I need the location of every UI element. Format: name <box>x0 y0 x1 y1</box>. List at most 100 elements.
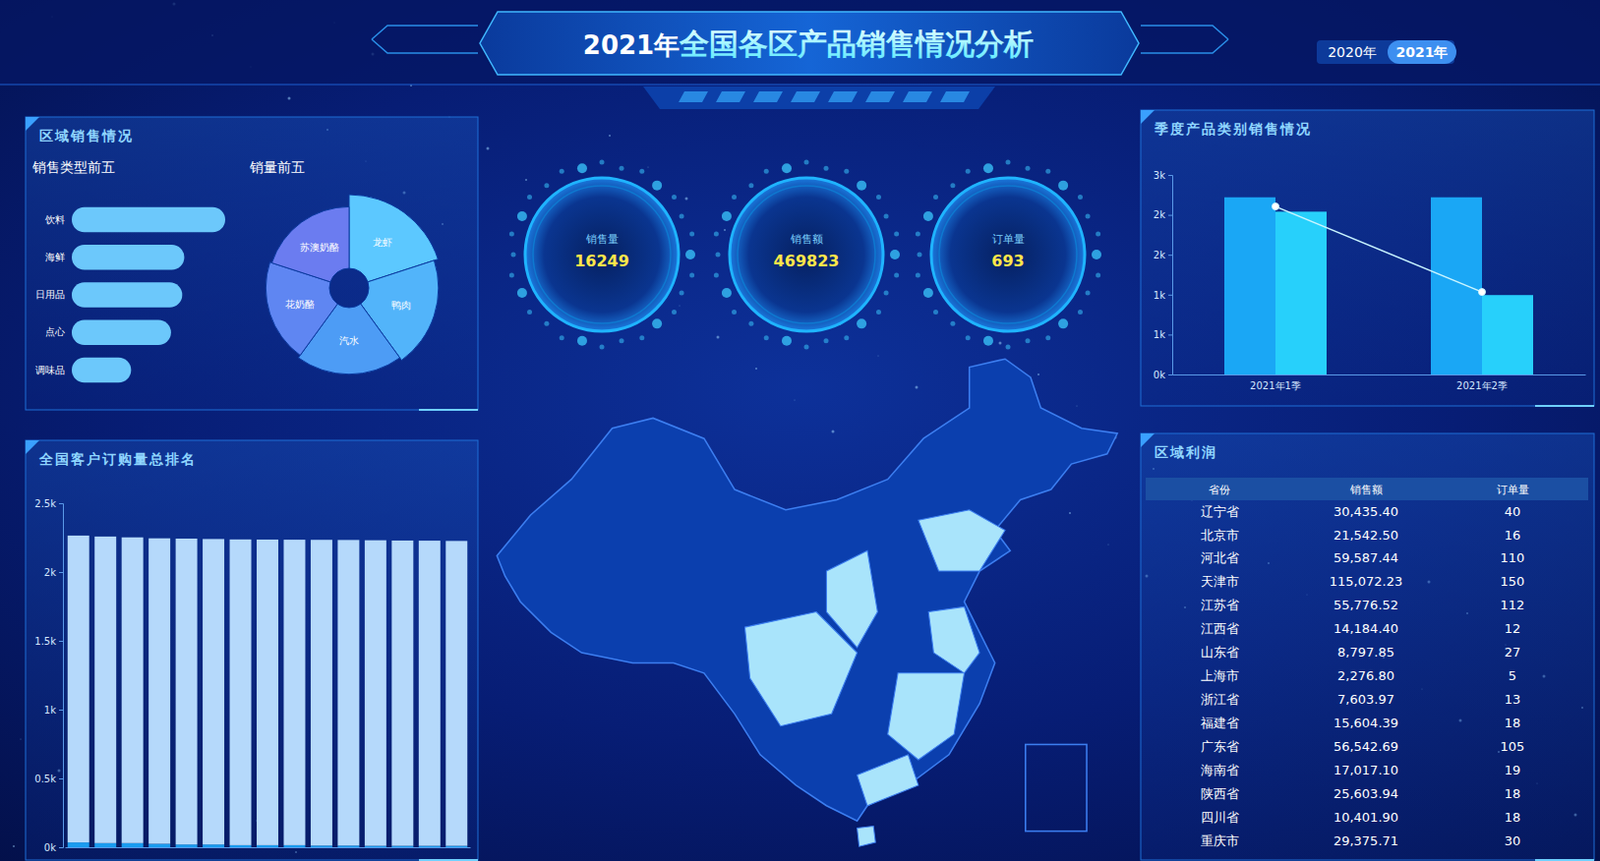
kpi-dot <box>577 336 588 347</box>
table-cell: 山东省 <box>1200 645 1240 660</box>
table-cell: 18 <box>1504 810 1522 826</box>
kpi-dot <box>917 252 923 258</box>
table-cell: 江西省 <box>1200 621 1240 637</box>
table-cell: 8,797.85 <box>1337 645 1395 660</box>
background <box>0 0 1600 861</box>
map-island <box>857 826 877 847</box>
bar <box>310 539 333 846</box>
header-tab-bar <box>790 91 821 103</box>
table-cell: 北京市 <box>1200 528 1240 543</box>
kpi-label: 销售额 <box>789 233 824 246</box>
bar <box>283 845 305 848</box>
panel-glow <box>1535 405 1595 408</box>
kpi-dot <box>949 321 955 327</box>
kpi-dot <box>843 335 849 341</box>
table-cell: 江苏省 <box>1200 597 1240 613</box>
year-switch: 2020年 2021年 <box>1316 40 1457 64</box>
year-button[interactable]: 2020年 <box>1327 44 1377 60</box>
kpi-dot <box>713 232 719 238</box>
marker <box>1272 203 1280 211</box>
kpi-dot <box>804 160 810 166</box>
bar <box>364 846 387 848</box>
slice-label: 苏澳奶酪 <box>299 241 340 253</box>
tick-mark <box>59 710 63 712</box>
subtitle: 销售类型前五 <box>31 159 116 176</box>
kpi-dot <box>559 169 565 175</box>
table-cell: 上海市 <box>1200 668 1240 684</box>
slice-label: 汽水 <box>339 335 359 347</box>
panel-glow <box>1535 859 1595 861</box>
kpi-dot <box>856 318 867 329</box>
star <box>716 336 720 340</box>
table-header: 销售额 <box>1349 483 1383 497</box>
bar <box>202 538 225 845</box>
axis-line <box>1168 176 1174 376</box>
kpi-dot <box>685 249 696 260</box>
tick-label: 海鲜 <box>45 251 65 263</box>
bar <box>445 540 468 846</box>
star <box>679 305 681 307</box>
tick-label: 调味品 <box>35 364 65 376</box>
title-text: 全国各区产品销售情况分析 <box>678 26 1034 61</box>
kpi-dot <box>876 309 882 315</box>
kpi-dot <box>689 272 695 278</box>
table-cell: 广东省 <box>1200 739 1240 755</box>
dashboard: 2021年全国各区产品销售情况分析2020年2021年区域销售情况销售类型前五饮… <box>0 0 1600 861</box>
plot <box>67 535 469 848</box>
tick-label: 1k <box>1153 290 1166 301</box>
panel-glow <box>418 409 478 412</box>
kpi: 销售量16249 <box>509 160 696 351</box>
year-button-active[interactable] <box>1387 40 1457 64</box>
star <box>608 134 611 137</box>
bar <box>283 539 305 846</box>
star <box>525 178 528 181</box>
bar <box>230 845 252 848</box>
year-button[interactable]: 2021年 <box>1396 44 1449 60</box>
tick: 1k <box>44 705 63 716</box>
tick-label: 点心 <box>45 326 65 338</box>
bar <box>337 845 359 848</box>
kpi-dot <box>1045 169 1051 175</box>
kpi-dot <box>1058 180 1068 191</box>
bar <box>418 846 441 848</box>
kpi-dot <box>1006 160 1011 166</box>
bar <box>176 844 198 848</box>
bar <box>67 842 90 848</box>
kpi-inner-ring <box>737 185 876 324</box>
table-header-bg <box>1145 477 1589 501</box>
panel-title: 区域利润 <box>1154 444 1218 461</box>
tick-label: 0.5k <box>34 773 57 785</box>
bar <box>71 244 184 271</box>
kpi-dot <box>949 182 955 188</box>
tick: 调味品 <box>35 364 65 376</box>
y-axis: 饮料海鲜日用品点心调味品 <box>35 214 65 376</box>
star <box>1108 544 1110 546</box>
kpi-dot <box>599 345 605 351</box>
table-cell: 14,184.40 <box>1333 621 1399 637</box>
kpi-dot <box>933 309 939 315</box>
kpi-dot <box>1091 249 1102 260</box>
table-cell: 福建省 <box>1200 715 1240 731</box>
kpi-ring <box>729 177 884 332</box>
bar <box>1224 197 1276 375</box>
kpi-dot <box>965 169 971 175</box>
map-region <box>918 510 1006 572</box>
kpi-dot <box>639 169 645 175</box>
table-cell: 56,542.69 <box>1333 739 1399 755</box>
title-year: 2021年 <box>583 30 680 60</box>
header-tab-bar <box>828 91 858 103</box>
y-axis: 0k0.5k1k1.5k2k2.5k <box>34 498 63 854</box>
table-cell: 30 <box>1504 833 1522 849</box>
table-cell: 重庆市 <box>1200 833 1240 849</box>
kpi-dot <box>876 194 882 200</box>
panel-corner <box>1140 110 1155 124</box>
panel-corner <box>1140 433 1155 448</box>
tick: 2021年2季 <box>1456 380 1508 392</box>
kpi: 订单量693 <box>915 160 1102 351</box>
bar <box>94 536 117 844</box>
panel-corner <box>25 440 40 455</box>
kpi-dot <box>983 336 994 347</box>
kpi: 销售额469823 <box>713 160 900 351</box>
table-cell: 40 <box>1504 504 1522 520</box>
kpi-dot <box>781 336 792 347</box>
